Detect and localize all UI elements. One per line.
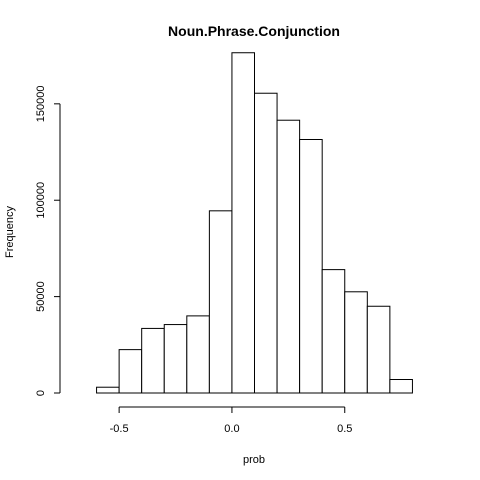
- histogram-bar: [345, 292, 368, 393]
- x-tick-label: 0.5: [337, 423, 352, 435]
- histogram-bar: [164, 325, 187, 393]
- histogram-bar: [277, 120, 300, 393]
- x-axis: -0.5 0.0 0.5: [110, 407, 353, 435]
- x-tick-label: 0.0: [224, 423, 239, 435]
- bars-group: [97, 53, 413, 393]
- y-tick-label: 50000: [35, 281, 47, 312]
- histogram-bar: [322, 270, 345, 393]
- histogram-bar: [232, 53, 255, 393]
- y-axis: 0 50000 100000 150000: [35, 85, 60, 396]
- histogram-bar: [209, 211, 232, 393]
- x-axis-label: prob: [243, 454, 265, 466]
- y-tick-label: 150000: [35, 85, 47, 122]
- histogram-bar: [300, 139, 323, 393]
- chart-title: Noun.Phrase.Conjunction: [168, 23, 340, 39]
- y-axis-label: Frequency: [4, 206, 16, 258]
- histogram-bar: [187, 316, 210, 393]
- histogram-bar: [97, 387, 120, 393]
- x-tick-label: -0.5: [110, 423, 129, 435]
- histogram-bar: [367, 306, 390, 393]
- histogram-bar: [119, 350, 142, 393]
- y-tick-label: 0: [35, 390, 47, 396]
- histogram-bar: [255, 93, 278, 393]
- y-tick-label: 100000: [35, 182, 47, 219]
- histogram-bar: [142, 328, 165, 393]
- histogram-bar: [390, 380, 413, 393]
